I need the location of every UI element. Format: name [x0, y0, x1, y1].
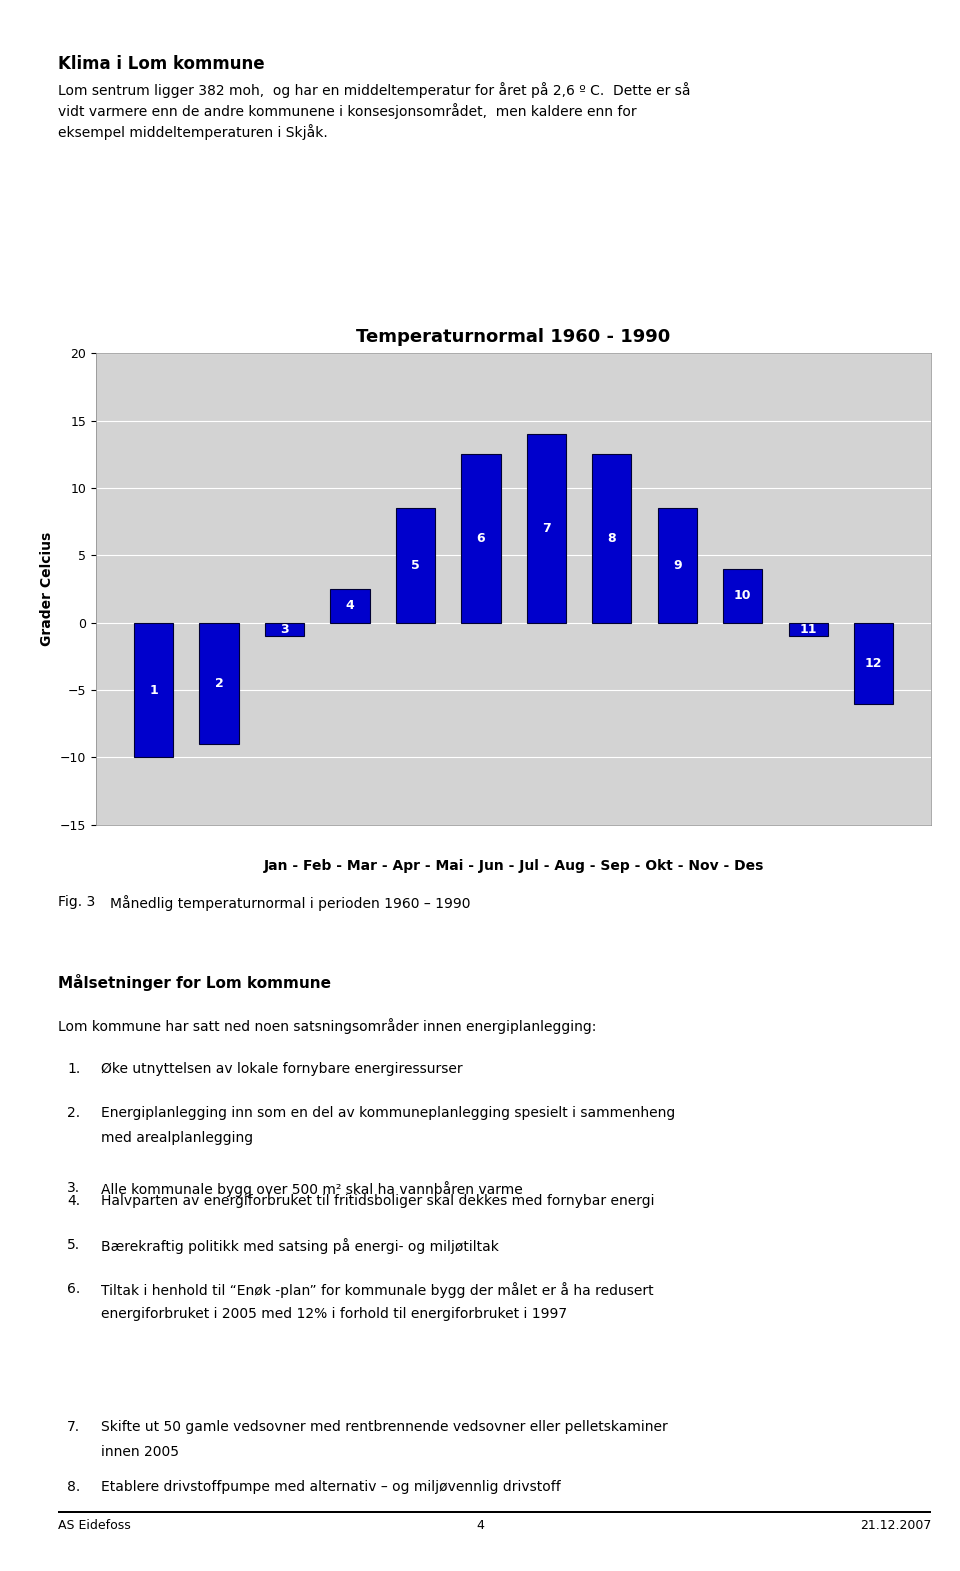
Text: 8.: 8. [67, 1480, 81, 1494]
Text: 5: 5 [411, 559, 420, 572]
Bar [330, 589, 370, 622]
Text: Målsetninger for Lom kommune: Målsetninger for Lom kommune [58, 974, 330, 991]
Text: AS Eidefoss: AS Eidefoss [58, 1519, 131, 1532]
Text: Lom kommune har satt ned noen satsningsområder innen energiplanlegging:: Lom kommune har satt ned noen satsningso… [58, 1018, 596, 1034]
Text: 2: 2 [215, 677, 224, 690]
Text: Alle kommunale bygg over 500 m² skal ha vannbåren varme: Alle kommunale bygg over 500 m² skal ha … [101, 1181, 522, 1197]
Text: 6: 6 [476, 533, 485, 545]
Text: 4: 4 [476, 1519, 484, 1532]
Text: med arealplanlegging: med arealplanlegging [101, 1131, 252, 1145]
Bar [396, 509, 435, 622]
Bar [134, 622, 173, 757]
Text: Energiplanlegging inn som en del av kommuneplanlegging spesielt i sammenheng: Energiplanlegging inn som en del av komm… [101, 1106, 675, 1120]
Text: 1.: 1. [67, 1062, 81, 1076]
Text: Månedlig temperaturnormal i perioden 1960 – 1990: Månedlig temperaturnormal i perioden 196… [110, 895, 471, 911]
Text: 10: 10 [734, 589, 752, 602]
Text: Øke utnyttelsen av lokale fornybare energiressurser: Øke utnyttelsen av lokale fornybare ener… [101, 1062, 463, 1076]
Text: innen 2005: innen 2005 [101, 1445, 179, 1459]
Bar [854, 622, 893, 704]
Text: 8: 8 [608, 533, 616, 545]
Bar [265, 622, 304, 636]
Text: 7.: 7. [67, 1420, 81, 1434]
Text: 4: 4 [346, 600, 354, 613]
Bar [723, 569, 762, 622]
Y-axis label: Grader Celcius: Grader Celcius [40, 533, 55, 646]
Text: 3.: 3. [67, 1181, 81, 1196]
Text: Skifte ut 50 gamle vedsovner med rentbrennende vedsovner eller pelletskaminer: Skifte ut 50 gamle vedsovner med rentbre… [101, 1420, 667, 1434]
Text: Halvparten av energiforbruket til fritidsboliger skal dekkes med fornybar energi: Halvparten av energiforbruket til fritid… [101, 1194, 655, 1208]
Bar [788, 622, 828, 636]
Text: 9: 9 [673, 559, 682, 572]
Text: Etablere drivstoffpumpe med alternativ – og miljøvennlig drivstoff: Etablere drivstoffpumpe med alternativ –… [101, 1480, 561, 1494]
Text: Klima i Lom kommune: Klima i Lom kommune [58, 55, 264, 72]
Text: Jan - Feb - Mar - Apr - Mai - Jun - Jul - Aug - Sep - Okt - Nov - Des: Jan - Feb - Mar - Apr - Mai - Jun - Jul … [263, 859, 764, 873]
Text: 1: 1 [149, 683, 158, 696]
Text: energiforbruket i 2005 med 12% i forhold til energiforbruket i 1997: energiforbruket i 2005 med 12% i forhold… [101, 1307, 567, 1321]
Text: 3: 3 [280, 624, 289, 636]
Text: 5.: 5. [67, 1238, 81, 1252]
Text: 2.: 2. [67, 1106, 81, 1120]
Bar [592, 454, 632, 622]
Bar [461, 454, 500, 622]
Text: Fig. 3: Fig. 3 [58, 895, 95, 910]
Bar [200, 622, 239, 745]
Bar [527, 434, 566, 622]
Text: Tiltak i henhold til “Enøk -plan” for kommunale bygg der målet er å ha redusert: Tiltak i henhold til “Enøk -plan” for ko… [101, 1282, 654, 1298]
Title: Temperaturnormal 1960 - 1990: Temperaturnormal 1960 - 1990 [356, 328, 671, 346]
Text: 11: 11 [800, 624, 817, 636]
Text: 7: 7 [542, 522, 551, 536]
Text: 12: 12 [865, 657, 882, 669]
Text: 6.: 6. [67, 1282, 81, 1296]
Text: Bærekraftig politikk med satsing på energi- og miljøtiltak: Bærekraftig politikk med satsing på ener… [101, 1238, 498, 1254]
Text: Lom sentrum ligger 382 moh,  og har en middeltemperatur for året på 2,6 º C.  De: Lom sentrum ligger 382 moh, og har en mi… [58, 82, 690, 140]
Text: 21.12.2007: 21.12.2007 [860, 1519, 931, 1532]
Text: 4.: 4. [67, 1194, 81, 1208]
Bar [658, 509, 697, 622]
